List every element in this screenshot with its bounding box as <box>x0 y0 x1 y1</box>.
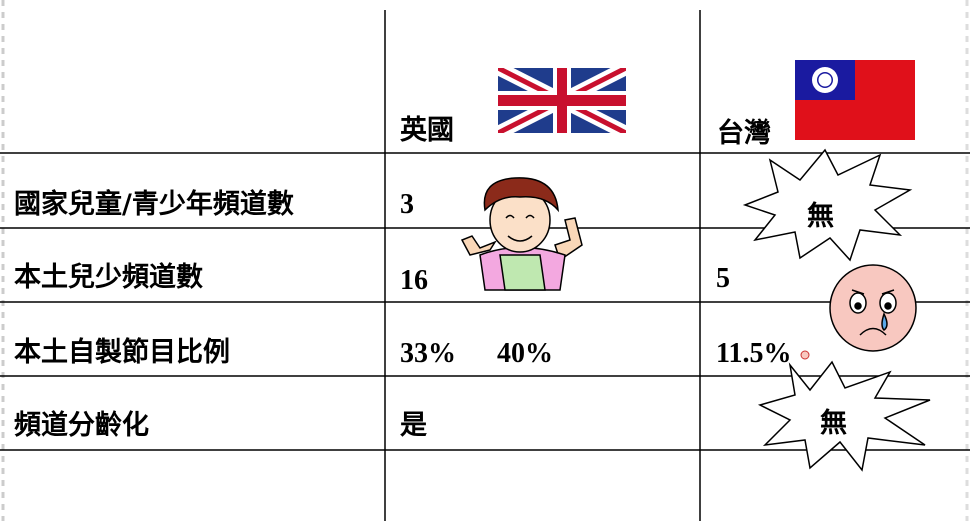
row-header: 本土兒少頻道數 <box>14 261 203 293</box>
burst <box>742 148 913 262</box>
cell: 是 <box>400 410 427 441</box>
boy-cartoon <box>460 177 583 291</box>
crying-face <box>829 264 917 352</box>
row-header: 國家兒童/青少年頻道數 <box>14 188 294 220</box>
cell: 無 <box>820 408 847 439</box>
cell: 11.5% <box>716 338 791 369</box>
uk-flag <box>498 68 626 133</box>
row-header: 本土自製節目比例 <box>14 336 230 368</box>
cell: 無 <box>807 201 834 232</box>
row-header: 頻道分齡化 <box>14 409 149 441</box>
cell: 16 <box>400 265 428 296</box>
cell: 5 <box>716 263 730 294</box>
column-header: 英國 <box>400 115 454 146</box>
cell: 3 <box>400 189 414 220</box>
cell: 33% <box>400 338 456 369</box>
cell: 40% <box>497 338 553 369</box>
taiwan-flag <box>795 60 915 140</box>
column-header: 台灣 <box>717 117 771 149</box>
burst <box>757 360 931 472</box>
small-face <box>800 350 810 360</box>
